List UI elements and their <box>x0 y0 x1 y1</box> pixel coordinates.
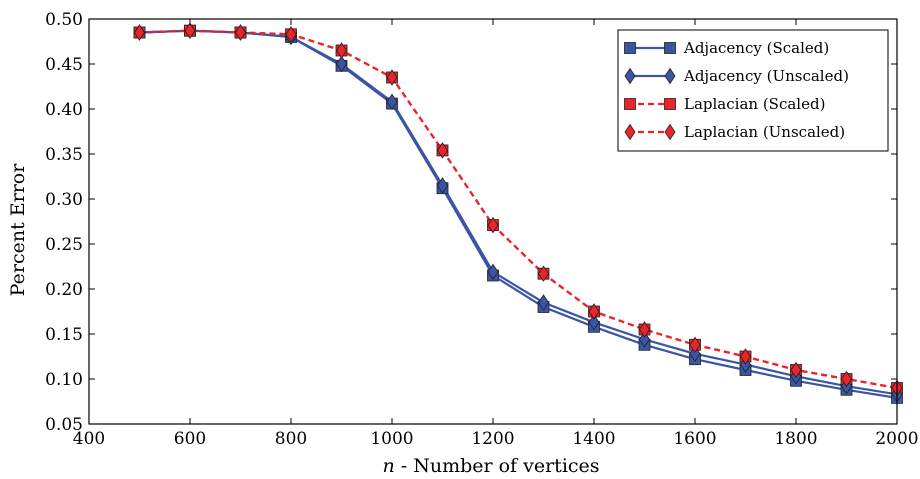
legend-marker-2a <box>624 67 636 85</box>
legend-label-1: Adjacency (Scaled) <box>683 39 829 57</box>
data-point-s4-12 <box>689 336 701 354</box>
data-point-s2-7 <box>437 177 448 194</box>
legend-marker-1a <box>624 42 636 54</box>
data-point-s4-1 <box>134 24 145 41</box>
legend-marker-1b <box>664 42 676 54</box>
data-point-s2-11 <box>639 331 650 348</box>
series-line-4 <box>139 29 898 390</box>
data-point-s4-15 <box>841 370 852 388</box>
y-tick-label: 0.25 <box>45 235 83 255</box>
data-point-s4-11 <box>639 321 650 338</box>
x-tick-label: 1400 <box>572 429 615 449</box>
x-tick-label: 400 <box>73 429 105 449</box>
data-point-s4-6 <box>386 69 398 86</box>
data-point-s2-9 <box>538 294 549 311</box>
legend-marker-4b <box>664 123 676 141</box>
plot-area <box>133 22 903 404</box>
axes: 400 600 800 1000 1200 1400 1600 1800 2000 0.05 0.1… <box>45 10 918 449</box>
data-point-s4-7 <box>437 142 448 159</box>
y-tick-label: 0.35 <box>45 145 83 165</box>
data-point-s4-13 <box>740 348 751 365</box>
x-tick-label: 800 <box>275 429 307 449</box>
x-tick-label: 2000 <box>875 429 918 449</box>
y-tick-label: 0.45 <box>45 55 83 75</box>
data-point-s4-9 <box>538 265 549 282</box>
data-point-s2-12 <box>689 345 701 363</box>
data-point-s4-3 <box>235 24 246 41</box>
data-point-s4-8 <box>487 216 499 234</box>
x-tick-label: 1600 <box>673 429 716 449</box>
x-tick-label: 1800 <box>774 429 817 449</box>
x-axis-label: n - Number of vertices <box>382 455 599 477</box>
legend-marker-3a <box>624 98 636 110</box>
x-tick-label: 1000 <box>370 429 413 449</box>
data-point-s2-10 <box>588 314 600 331</box>
y-tick-label: 0.10 <box>45 370 83 390</box>
legend-label-3: Laplacian (Scaled) <box>684 95 825 113</box>
data-point-s4-2 <box>184 22 196 39</box>
series-line-2 <box>139 29 898 396</box>
legend-label-4: Laplacian (Unscaled) <box>684 123 845 141</box>
data-point-s4-4 <box>285 26 297 43</box>
legend: Adjacency (Scaled) Adjacency (Unscaled) La… <box>617 29 889 152</box>
x-axis-label-text: - Number of vertices <box>395 455 600 477</box>
data-point-s4-10 <box>588 303 600 320</box>
data-point-s2-6 <box>386 93 398 111</box>
y-tick-label: 0.05 <box>45 415 83 435</box>
y-tick-label: 0.40 <box>45 100 83 120</box>
legend-marker-4a <box>624 123 636 141</box>
y-axis-label: Percent Error <box>7 163 29 297</box>
data-point-s2-5 <box>336 55 347 73</box>
x-axis-variable: n <box>382 455 394 477</box>
y-tick-label: 0.30 <box>45 190 83 210</box>
data-point-s2-8 <box>487 263 499 281</box>
legend-label-2: Adjacency (Unscaled) <box>683 67 849 85</box>
y-tick-label: 0.20 <box>45 280 83 300</box>
data-point-s4-14 <box>790 361 802 379</box>
legend-box <box>617 29 889 152</box>
x-tick-label: 600 <box>174 429 206 449</box>
y-tick-label: 0.15 <box>45 325 83 345</box>
legend-marker-3b <box>664 98 676 110</box>
x-tick-label: 1200 <box>471 429 514 449</box>
y-tick-label: 0.50 <box>45 10 83 30</box>
data-point-s4-5 <box>336 42 347 59</box>
legend-marker-2b <box>664 67 676 85</box>
